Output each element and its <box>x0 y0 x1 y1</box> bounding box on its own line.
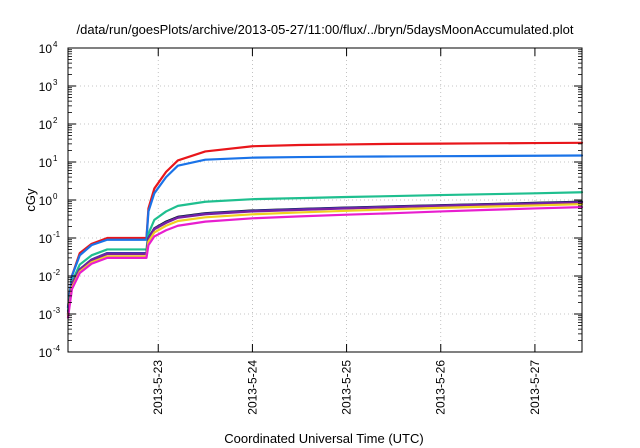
series-line-6 <box>66 201 584 316</box>
x-tick-label: 2013-5-24 <box>245 360 259 415</box>
y-tick-exponent: 1 <box>53 154 58 163</box>
y-tick-label: 10 <box>39 42 53 56</box>
y-tick-base: 10 <box>39 156 53 170</box>
y-tick-exponent: -4 <box>53 344 61 353</box>
x-tick-label: 2013-5-25 <box>340 360 354 415</box>
y-tick-base: 10 <box>39 346 53 360</box>
y-tick-exponent: 0 <box>53 192 58 201</box>
x-tick-label: 2013-5-26 <box>434 360 448 415</box>
x-tick-label: 2013-5-23 <box>151 360 165 415</box>
chart-title: /data/run/goesPlots/archive/2013-05-27/1… <box>77 22 574 37</box>
series-line-8 <box>66 206 584 319</box>
y-tick-base: 10 <box>39 308 53 322</box>
y-tick-base: 10 <box>39 80 53 94</box>
x-axis-title: Coordinated Universal Time (UTC) <box>224 431 423 446</box>
y-tick-label: 10 <box>39 80 53 94</box>
series-line-1 <box>66 141 584 309</box>
y-tick-label: 10 <box>39 194 53 208</box>
series-line-3 <box>66 191 584 313</box>
y-tick-exponent: 2 <box>53 116 58 125</box>
y-tick-exponent: -3 <box>53 306 61 315</box>
series-line-2 <box>66 154 584 309</box>
y-tick-base: 10 <box>39 232 53 246</box>
series-layer <box>66 141 584 319</box>
grid-layer <box>68 48 582 352</box>
y-tick-base: 10 <box>39 42 53 56</box>
y-tick-base: 10 <box>39 118 53 132</box>
y-tick-exponent: -1 <box>53 230 61 239</box>
y-tick-exponent: 3 <box>53 78 58 87</box>
y-tick-label: 10 <box>39 118 53 132</box>
y-tick-label: 10 <box>39 156 53 170</box>
y-tick-base: 10 <box>39 270 53 284</box>
tick-layer: 2013-5-23 2013-5-24 2013-5-25 2013-5-26 2013… <box>39 40 582 415</box>
y-tick-base: 10 <box>39 194 53 208</box>
y-tick-label: 10 <box>39 232 53 246</box>
y-tick-label: 10 <box>39 270 53 284</box>
y-tick-label: 10 <box>39 308 53 322</box>
x-tick-label: 2013-5-27 <box>528 360 542 415</box>
y-tick-exponent: -2 <box>53 268 61 277</box>
y-tick-label: 10 <box>39 346 53 360</box>
y-axis-title: cGy <box>23 188 38 212</box>
y-tick-exponent: 4 <box>53 40 58 49</box>
series-line-7 <box>66 203 584 317</box>
